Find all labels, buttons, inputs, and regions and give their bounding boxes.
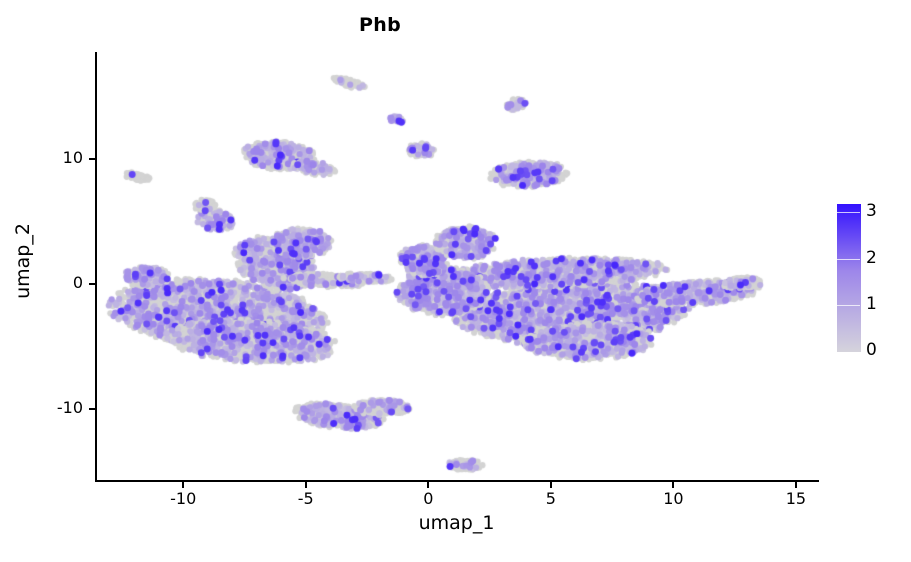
colorbar-tick-mark (836, 304, 860, 306)
page-title: Phb (359, 14, 401, 36)
x-tick-label: 5 (545, 489, 556, 508)
y-tick-mark (89, 282, 95, 285)
x-tick-mark (672, 482, 675, 488)
y-tick-label: 10 (62, 148, 83, 168)
x-tick-mark (794, 482, 797, 488)
colorbar-tick-mark (836, 258, 860, 260)
colorbar-tick-label: 3 (866, 201, 877, 222)
colorbar-tick-label: 1 (866, 293, 877, 314)
x-tick-mark (182, 482, 185, 488)
x-axis-spine (95, 480, 819, 482)
y-tick-label: -10 (56, 397, 83, 417)
colorbar (836, 203, 862, 353)
y-axis-spine (95, 52, 97, 482)
colorbar-tick-mark (836, 212, 860, 214)
x-tick-label: -5 (297, 489, 314, 508)
plot-area (95, 52, 818, 481)
x-tick-label: -10 (170, 489, 197, 508)
scatter-plot-canvas (95, 52, 818, 481)
colorbar-gradient (837, 204, 861, 352)
y-axis-label: umap_2 (12, 223, 34, 299)
x-tick-mark (549, 482, 552, 488)
y-tick-mark (89, 158, 95, 161)
y-tick-label: 0 (72, 272, 83, 292)
x-tick-label: 0 (423, 489, 434, 508)
x-tick-label: 15 (785, 489, 807, 508)
colorbar-tick-label: 0 (866, 340, 877, 360)
y-tick-mark (89, 407, 95, 410)
x-axis-label: umap_1 (418, 512, 495, 534)
x-tick-label: 10 (663, 489, 684, 508)
colorbar-tick-label: 2 (866, 247, 877, 268)
x-tick-mark (427, 482, 430, 488)
x-tick-mark (304, 482, 307, 488)
